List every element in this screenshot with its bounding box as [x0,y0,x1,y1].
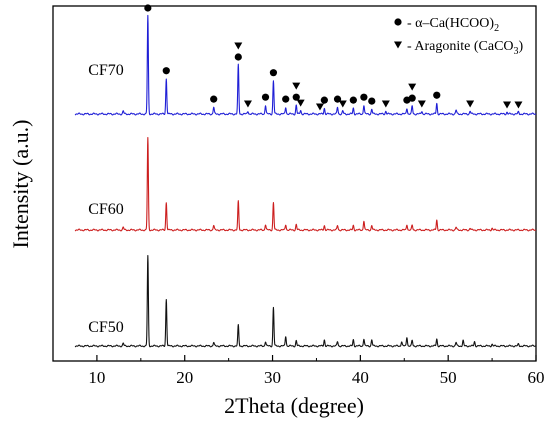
legend-triangle-icon [394,41,402,49]
alpha-ca-formate-marker [368,97,376,105]
aragonite-marker [315,103,324,111]
alpha-ca-formate-marker [433,91,441,99]
alpha-ca-formate-marker [408,94,416,102]
series-label-cf70: CF70 [88,62,124,79]
alpha-ca-formate-marker [144,4,152,12]
marker-layer [144,4,523,111]
aragonite-marker [514,101,523,109]
series-layer [74,14,537,348]
aragonite-marker [292,82,301,90]
legend-label-ca-formate: - α–Ca(HCOO)2 [407,16,499,34]
x-tick-label: 60 [528,368,545,387]
alpha-ca-formate-marker [320,96,328,104]
x-tick-label: 20 [176,368,193,387]
x-tick-label: 40 [352,368,369,387]
alpha-ca-formate-marker [349,96,357,104]
aragonite-marker [503,101,512,109]
x-tick-label: 10 [88,368,105,387]
plot-frame [52,5,537,362]
alpha-ca-formate-marker [360,93,368,101]
alpha-ca-formate-marker [234,53,242,61]
alpha-ca-formate-marker [261,93,270,101]
alpha-ca-formate-marker [162,67,170,75]
series-label-layer: CF70 CF60 CF50 [88,62,124,336]
alpha-ca-formate-marker [292,93,300,101]
aragonite-marker [466,100,475,108]
series-cf60-line [74,136,537,232]
aragonite-marker [338,100,347,108]
series-label-cf60: CF60 [88,201,124,218]
alpha-ca-formate-marker [269,69,278,77]
legend-circle-icon [394,18,402,26]
series-cf50-line [74,254,537,348]
x-tick-label: 30 [264,368,281,387]
series-cf70-line [74,14,537,116]
series-label-cf50: CF50 [88,319,124,336]
x-axis: 10 20 30 40 50 60 [52,355,545,387]
aragonite-marker [417,100,426,108]
aragonite-marker [381,100,390,108]
aragonite-marker [243,100,252,108]
aragonite-marker [408,83,417,91]
x-tick-label: 50 [440,368,457,387]
x-axis-label: 2Theta (degree) [224,393,364,418]
aragonite-marker [234,42,243,50]
plot-area-border [52,5,537,362]
alpha-ca-formate-marker [282,95,290,103]
aragonite-marker [296,99,305,107]
alpha-ca-formate-marker [210,95,218,103]
legend: - α–Ca(HCOO)2 - Aragonite (CaCO3) [394,16,524,57]
legend-label-aragonite: - Aragonite (CaCO3) [407,39,524,57]
y-axis-label: Intensity (a.u.) [8,120,33,249]
